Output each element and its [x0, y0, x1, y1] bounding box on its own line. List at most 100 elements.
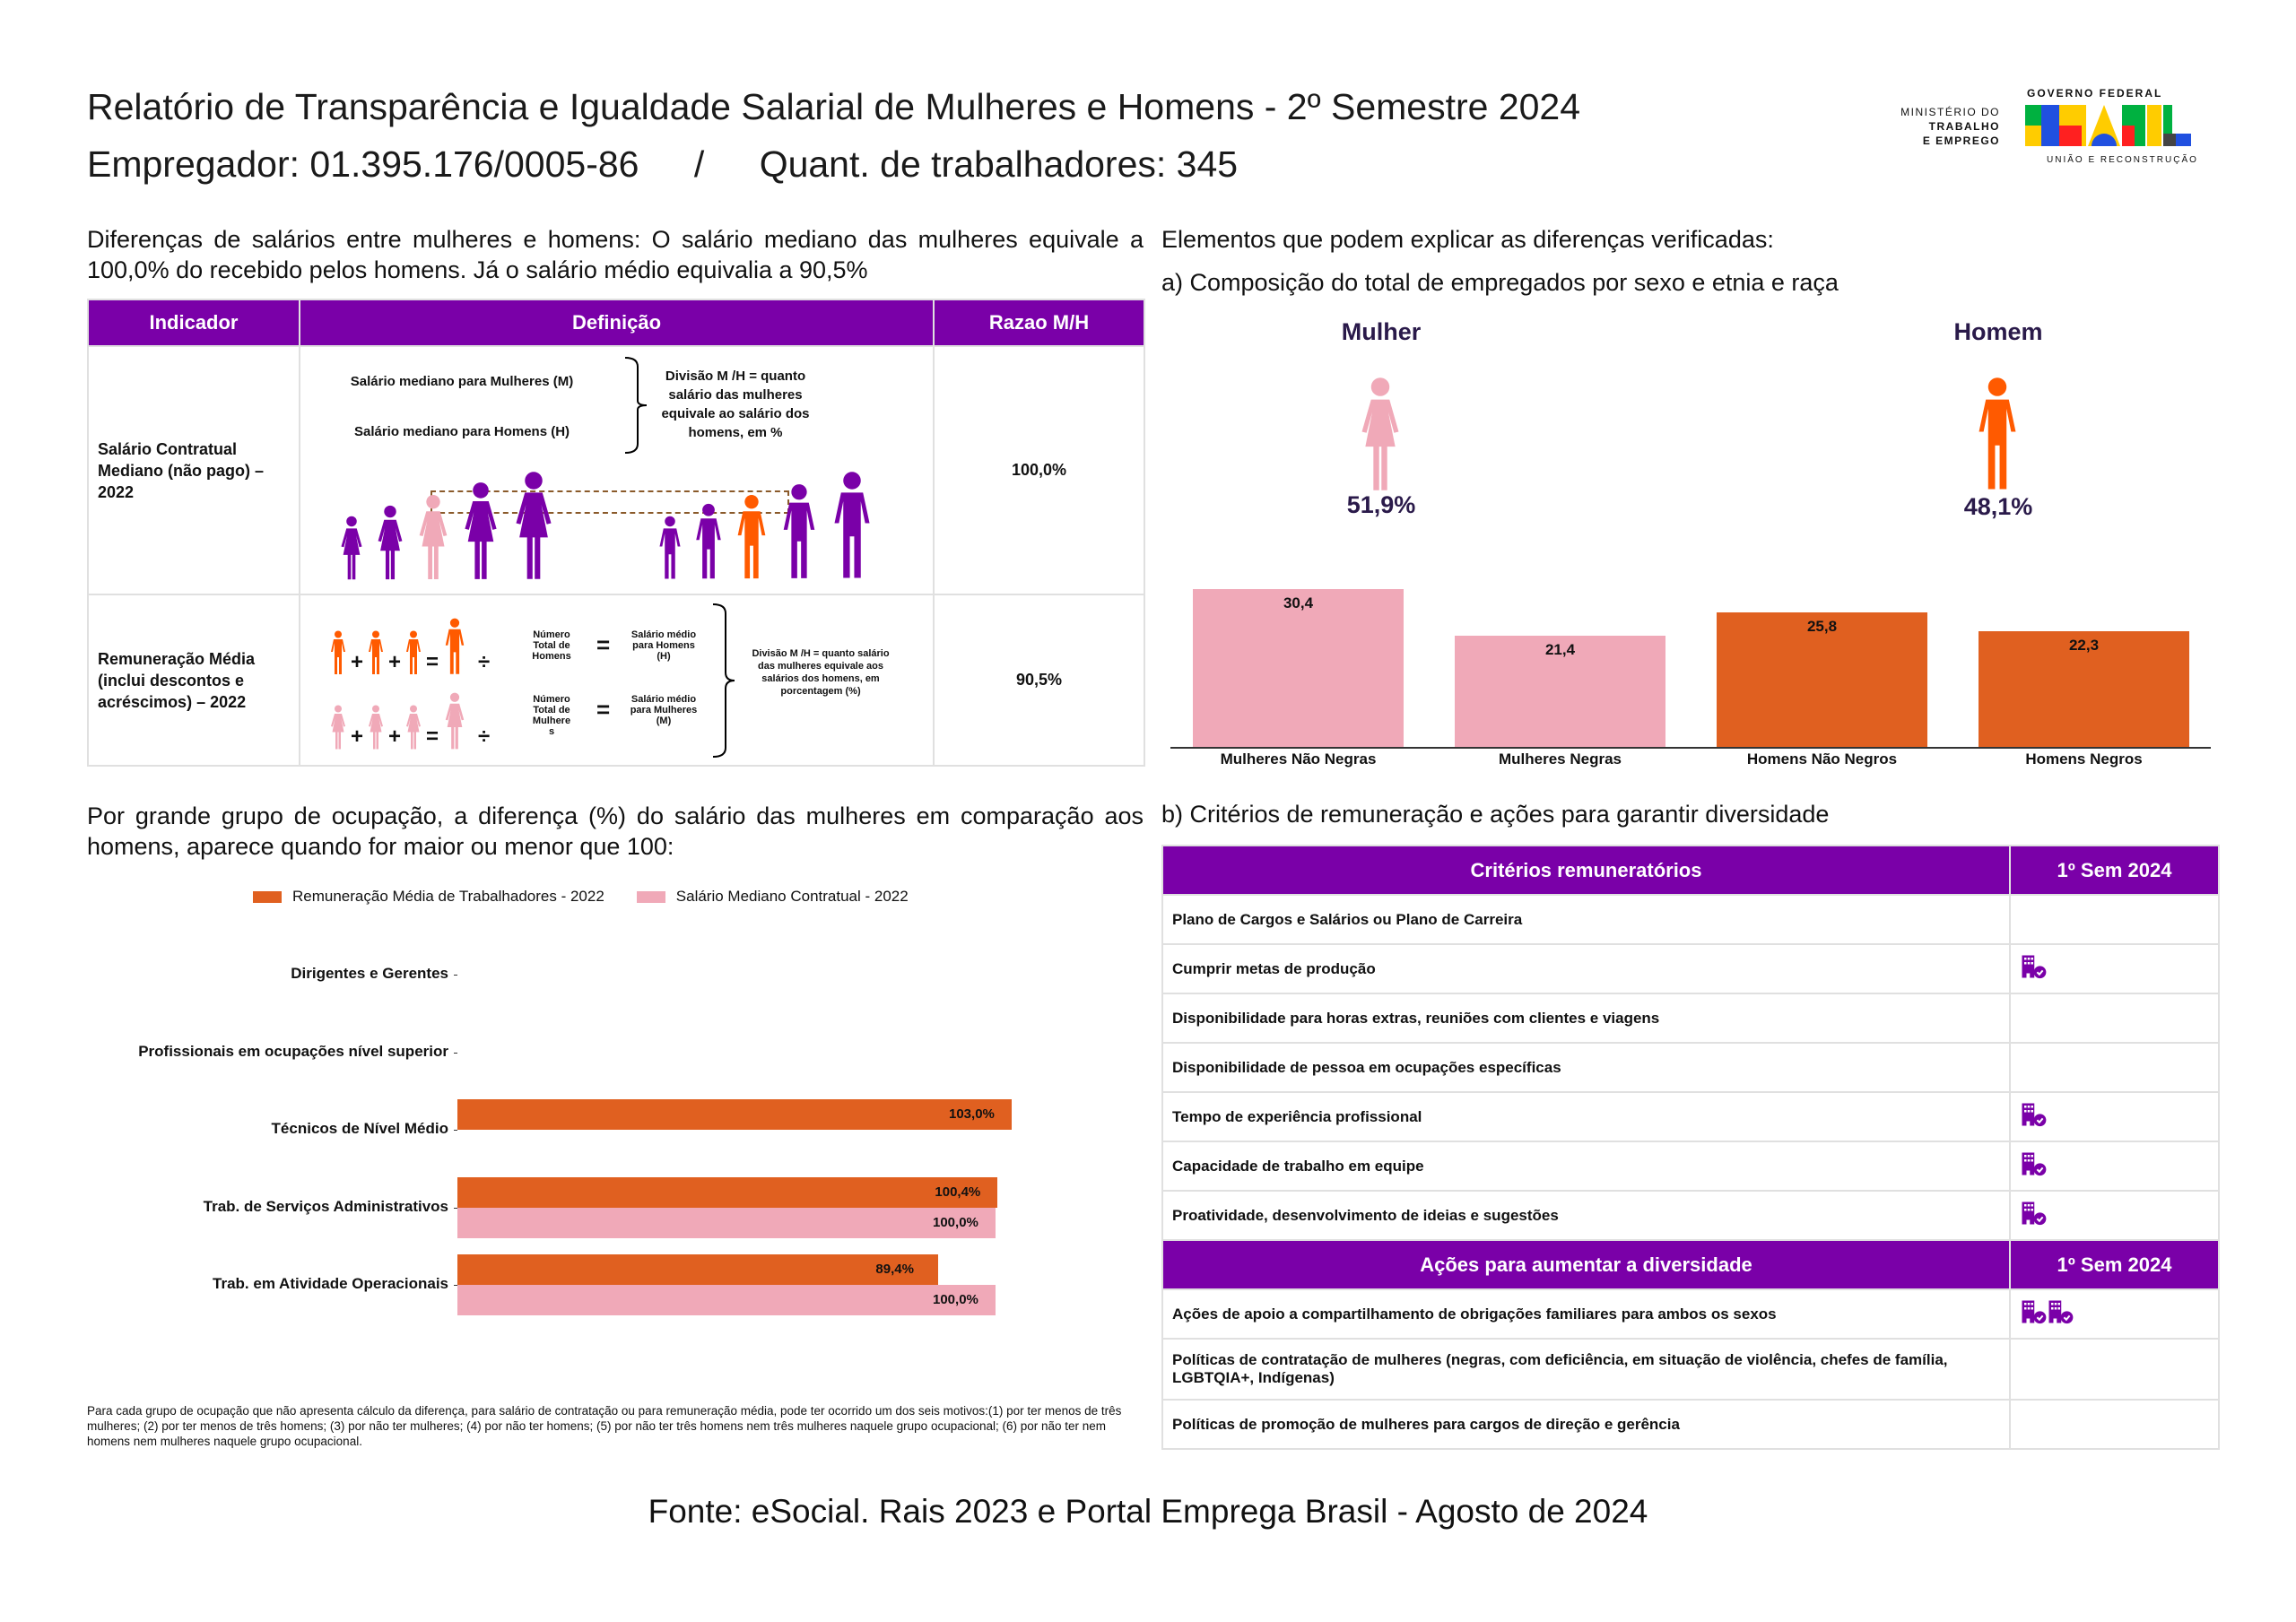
def-men-median: Salário mediano para Homens (H) — [353, 424, 570, 439]
ministry-line: MINISTÉRIO DO — [1900, 106, 2000, 118]
criteria-status — [2009, 1399, 2220, 1450]
criteria-label: Disponibilidade para horas extras, reuni… — [1161, 993, 2011, 1044]
occupation-bar-label: 89,4% — [875, 1262, 914, 1277]
criteria-label: Tempo de experiência profissional — [1161, 1091, 2011, 1142]
def-women-avg: Salário médio para Mulheres (M) — [630, 694, 698, 726]
brasil-logo-icon — [2025, 105, 2191, 146]
criteria-label: Capacidade de trabalho em equipe — [1161, 1141, 2011, 1192]
man-icon — [365, 630, 387, 675]
occupation-category-label: Dirigentes e Gerentes — [291, 965, 448, 982]
header-ratio: Razao M/H — [933, 299, 1145, 347]
criteria-status — [2009, 1141, 2220, 1192]
criteria-header: Ações para aumentar a diversidade — [1161, 1239, 2011, 1290]
occupation-category-label: Profissionais em ocupações nível superio… — [138, 1042, 448, 1060]
man-icon — [403, 630, 424, 675]
footnote: Para cada grupo de ocupação que não apre… — [87, 1404, 1122, 1448]
worker-count: Quant. de trabalhadores: 345 — [759, 143, 1239, 185]
criteria-label: Proatividade, desenvolvimento de ideias … — [1161, 1190, 2011, 1241]
def-men-total: Número Total de Homens — [532, 629, 571, 662]
intro-text: Diferenças de salários entre mulheres e … — [87, 226, 1144, 283]
building-check-icon — [2020, 1298, 2047, 1325]
criteria-header: Critérios remuneratórios — [1161, 845, 2011, 896]
man-icon — [1970, 377, 2025, 491]
men-figures — [655, 473, 877, 580]
criteria-row: Ações de apoio a compartilhamento de obr… — [1161, 1288, 2220, 1340]
definition-average: + + = ÷ Número Total de Homens = Salário… — [299, 594, 935, 767]
criteria-status — [2009, 993, 2220, 1044]
composition-title: a) Composição do total de empregados por… — [1161, 269, 1839, 296]
composition-category-label: Mulheres Negras — [1499, 750, 1622, 768]
woman-icon — [1352, 377, 1408, 491]
occupation-chart: Dirigentes e Gerentes Profissionais em oc… — [0, 932, 1148, 1345]
woman-icon — [458, 481, 503, 580]
composition-bar — [1193, 588, 1404, 747]
period-header: 1º Sem 2024 — [2009, 845, 2220, 896]
woman-icon — [413, 494, 453, 580]
criteria-row: Proatividade, desenvolvimento de ideias … — [1161, 1190, 2220, 1241]
woman-icon — [440, 692, 469, 750]
men-sum-figures: + + = ÷ — [327, 618, 490, 675]
men-percentage: 48,1% — [1963, 493, 2033, 520]
building-check-icon — [2020, 953, 2047, 980]
y-tick — [454, 1285, 457, 1286]
criteria-label: Políticas de contratação de mulheres (ne… — [1161, 1338, 2011, 1401]
criteria-row: Políticas de promoção de mulheres para c… — [1161, 1399, 2220, 1450]
composition-category-label: Homens Não Negros — [1746, 750, 1898, 768]
indicator-median: Salário Contratual Mediano (não pago) – … — [87, 345, 300, 595]
criteria-label: Políticas de promoção de mulheres para c… — [1161, 1399, 2011, 1450]
occupation-bar-label: 100,0% — [933, 1214, 978, 1230]
criteria-title: b) Critérios de remuneração e ações para… — [1161, 801, 1830, 828]
equals-icon: = — [596, 631, 611, 658]
men-label: Homem — [1953, 318, 2043, 345]
legend-swatch-average — [253, 890, 282, 903]
criteria-status — [2009, 894, 2220, 945]
source-footer: Fonte: eSocial. Rais 2023 e Portal Empre… — [648, 1493, 1648, 1530]
definition-median: Salário mediano para Mulheres (M) Salári… — [299, 345, 935, 595]
woman-icon — [365, 705, 387, 750]
woman-icon — [509, 471, 559, 580]
legend-label-median: Salário Mediano Contratual - 2022 — [675, 888, 909, 905]
occupation-bar — [457, 1254, 939, 1285]
x-axis — [1170, 747, 2211, 749]
government-logo: MINISTÉRIO DO TRABALHO E EMPREGO GOVERNO… — [1892, 85, 2215, 170]
criteria-row: Disponibilidade para horas extras, reuni… — [1161, 993, 2220, 1044]
ministry-logo-text: MINISTÉRIO DO TRABALHO E EMPREGO — [1892, 105, 2000, 148]
report-title: Relatório de Transparência e Igualdade S… — [87, 86, 1581, 127]
brace-icon — [712, 603, 735, 758]
man-icon — [327, 630, 349, 675]
occupation-bar — [457, 1285, 996, 1315]
chart-legend: Remuneração Média de Trabalhadores - 202… — [253, 888, 909, 906]
occupation-bar — [457, 1207, 996, 1238]
building-check-icon — [2020, 1101, 2047, 1128]
building-check-icon — [2047, 1298, 2074, 1325]
man-icon — [777, 483, 822, 580]
occupation-bar-label: 103,0% — [949, 1106, 995, 1122]
ministry-line: TRABALHO — [1928, 120, 2000, 133]
criteria-label: Cumprir metas de produção — [1161, 943, 2011, 994]
criteria-row: Capacidade de trabalho em equipe — [1161, 1141, 2220, 1192]
def-division-average: Divisão M /H = quanto salário das mulher… — [752, 648, 890, 697]
criteria-row: Disponibilidade de pessoa em ocupações e… — [1161, 1042, 2220, 1093]
criteria-row: Plano de Cargos e Salários ou Plano de C… — [1161, 894, 2220, 945]
criteria-label: Ações de apoio a compartilhamento de obr… — [1161, 1288, 2011, 1340]
criteria-label: Plano de Cargos e Salários ou Plano de C… — [1161, 894, 2011, 945]
y-tick — [454, 1207, 457, 1209]
employer-line: Empregador: 01.395.176/0005-86 / Quant. … — [87, 143, 1238, 186]
equals-icon: = — [596, 696, 611, 723]
period-header: 1º Sem 2024 — [2009, 1239, 2220, 1290]
ratio-average: 90,5% — [933, 594, 1145, 767]
occupation-intro: Por grande grupo de ocupação, a diferenç… — [87, 802, 1144, 860]
occupation-category-label: Trab. em Atividade Operacionais — [213, 1275, 448, 1292]
criteria-status — [2009, 943, 2220, 994]
def-men-avg: Salário médio para Homens (H) — [631, 629, 697, 662]
man-icon — [827, 471, 877, 580]
y-tick — [454, 1052, 457, 1054]
criteria-row: Políticas de contratação de mulheres (ne… — [1161, 1338, 2220, 1401]
occupation-bar-label: 100,0% — [933, 1292, 978, 1307]
composition-value-label: 21,4 — [1544, 640, 1576, 658]
occupation-bar — [457, 1099, 1012, 1130]
indicator-average: Remuneração Média (inclui descontos e ac… — [87, 594, 300, 767]
occupation-bar-label: 100,4% — [935, 1184, 981, 1200]
right-intro: Elementos que podem explicar as diferenç… — [1161, 226, 1774, 253]
criteria-status — [2009, 1091, 2220, 1142]
